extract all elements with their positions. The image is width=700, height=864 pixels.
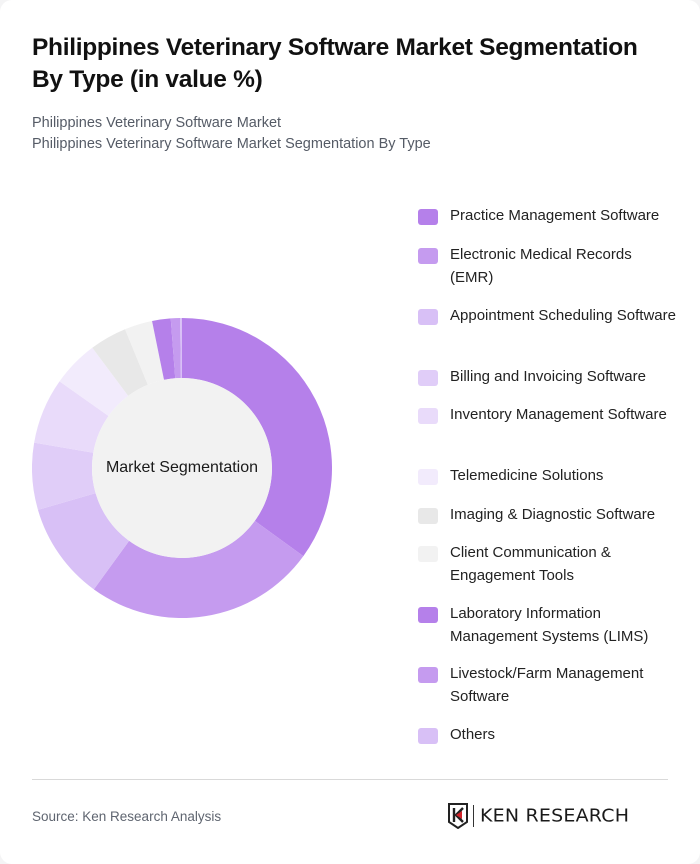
donut-slice[interactable] <box>125 321 165 385</box>
legend-swatch-icon <box>418 309 438 325</box>
legend-item[interactable]: Electronic Medical Records (EMR) <box>418 243 678 289</box>
legend-swatch-icon <box>418 248 438 264</box>
legend-swatch-icon <box>418 469 438 485</box>
donut-slice[interactable] <box>180 318 182 379</box>
legend-label: Electronic Medical Records (EMR) <box>450 246 632 286</box>
legend-item[interactable]: Telemedicine Solutions <box>418 464 678 487</box>
legend-swatch-icon <box>418 667 438 683</box>
legend-item[interactable]: Client Communication & Engagement Tools <box>418 541 678 587</box>
legend-label: Practice Management Software <box>450 207 660 224</box>
donut-slice[interactable] <box>170 318 181 379</box>
donut-slice[interactable] <box>92 329 148 396</box>
ken-shield-icon <box>448 803 468 829</box>
legend-item[interactable]: Inventory Management Software <box>418 403 678 426</box>
legend-label: Client Communication & Engagement Tools <box>450 544 611 584</box>
logo-separator <box>473 805 474 827</box>
legend-label: Livestock/Farm Management Software <box>450 665 644 705</box>
legend-swatch-icon <box>418 728 438 744</box>
source-note: Source: Ken Research Analysis <box>32 809 222 824</box>
page-title: Philippines Veterinary Software Market S… <box>32 34 638 93</box>
legend-label: Billing and Invoicing Software <box>450 368 646 385</box>
ken-research-logo: KEN RESEARCH <box>447 803 629 829</box>
logo-text: KEN RESEARCH <box>480 805 630 827</box>
legend-item[interactable]: Appointment Scheduling Software <box>418 304 678 327</box>
donut-hole <box>92 378 272 558</box>
legend-item[interactable]: Billing and Invoicing Software <box>418 365 678 388</box>
legend-label: Appointment Scheduling Software <box>450 307 676 324</box>
legend-item[interactable]: Others <box>418 723 678 746</box>
subtitle-market: Philippines Veterinary Software Market <box>32 115 282 131</box>
donut-svg <box>32 318 332 618</box>
donut-chart: Market Segmentation <box>32 318 332 618</box>
legend-label: Laboratory Information Management System… <box>450 605 649 645</box>
legend-item[interactable]: Imaging & Diagnostic Software <box>418 503 678 526</box>
legend-item[interactable]: Livestock/Farm Management Software <box>418 662 678 708</box>
subtitle-segmentation: Philippines Veterinary Software Market S… <box>32 136 431 152</box>
donut-slice[interactable] <box>37 493 130 590</box>
legend-label: Imaging & Diagnostic Software <box>450 506 656 523</box>
donut-slice[interactable] <box>59 347 129 417</box>
donut-slice[interactable] <box>152 318 176 380</box>
donut-slice[interactable] <box>32 442 96 510</box>
legend-swatch-icon <box>418 546 438 562</box>
legend-swatch-icon <box>418 508 438 524</box>
legend-label: Others <box>450 726 496 743</box>
legend-swatch-icon <box>418 209 438 225</box>
legend-swatch-icon <box>418 370 438 386</box>
donut-slice[interactable] <box>93 520 304 618</box>
legend-swatch-icon <box>418 408 438 424</box>
donut-slice[interactable] <box>182 318 332 557</box>
legend-label: Telemedicine Solutions <box>450 467 604 484</box>
legend-item[interactable]: Practice Management Software <box>418 204 678 227</box>
legend-swatch-icon <box>418 607 438 623</box>
footer-divider <box>32 779 668 780</box>
legend-item[interactable]: Laboratory Information Management System… <box>418 602 678 648</box>
legend-label: Inventory Management Software <box>450 406 667 423</box>
donut-slice[interactable] <box>34 381 109 453</box>
